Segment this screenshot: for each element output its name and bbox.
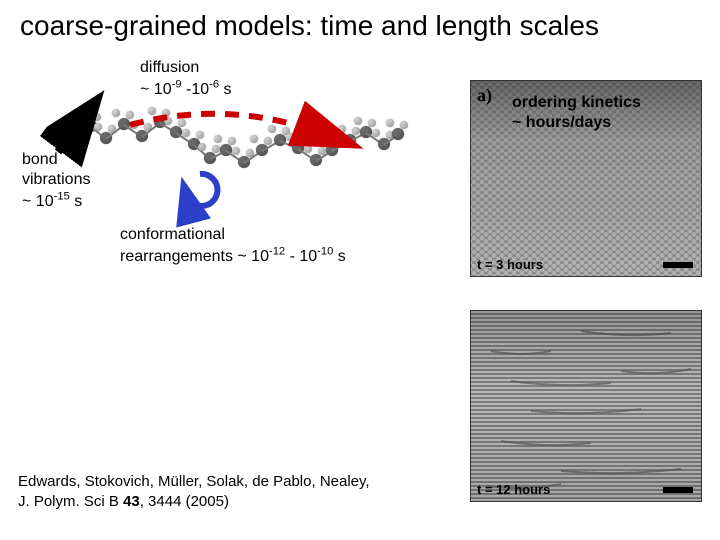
label-ordering-l2: ~ hours/days xyxy=(512,114,611,131)
label-conf-l2: rearrangements ~ 10-12 - 10-10 s xyxy=(120,248,346,265)
citation-l2-pre: J. Polym. Sci B xyxy=(18,493,123,510)
label-ordering: ordering kinetics ~ hours/days xyxy=(512,93,641,133)
panel-letter: a) xyxy=(477,85,492,106)
scalebar-top xyxy=(663,262,693,268)
label-ordering-l1: ordering kinetics xyxy=(512,94,641,111)
microscopy-panel-bottom: t = 12 hours xyxy=(470,310,702,502)
citation-l1: Edwards, Stokovich, Müller, Solak, de Pa… xyxy=(18,473,370,490)
scalebar-bottom xyxy=(663,487,693,493)
citation-l2-post: , 3444 (2005) xyxy=(140,493,229,510)
timecap-bottom: t = 12 hours xyxy=(477,482,550,497)
slide-title: coarse-grained models: time and length s… xyxy=(20,10,700,42)
citation-vol: 43 xyxy=(123,493,140,510)
conformational-arrow xyxy=(180,170,240,230)
label-conformational: conformational rearrangements ~ 10-12 - … xyxy=(120,225,346,267)
label-diffusion-l1: diffusion xyxy=(140,59,199,76)
timecap-top: t = 3 hours xyxy=(477,257,543,272)
stripe-overlay xyxy=(471,311,701,501)
citation: Edwards, Stokovich, Müller, Solak, de Pa… xyxy=(18,472,370,513)
slide-root: coarse-grained models: time and length s… xyxy=(0,0,720,540)
